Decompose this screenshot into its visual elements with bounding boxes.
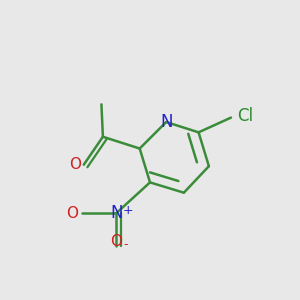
Text: -: - — [124, 238, 128, 251]
Text: O: O — [66, 206, 78, 221]
Text: Cl: Cl — [237, 107, 253, 125]
Text: +: + — [123, 205, 133, 218]
Text: O: O — [110, 234, 122, 249]
Text: O: O — [69, 157, 81, 172]
Text: N: N — [110, 204, 122, 222]
Text: N: N — [160, 113, 172, 131]
